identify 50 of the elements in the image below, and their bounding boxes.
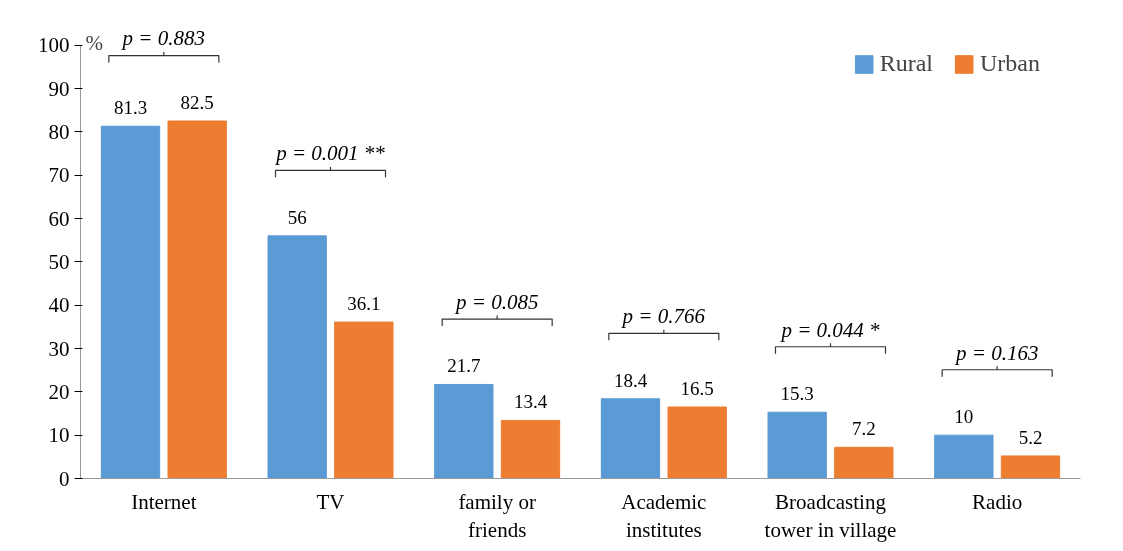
data-label: 82.5 [180, 92, 214, 113]
annotation: p = 0.085 [453, 289, 539, 314]
bar [1000, 455, 1061, 479]
bar [934, 434, 994, 479]
annotation: p = 0.001 ** [274, 141, 386, 166]
y-tick-label: 0 [59, 466, 70, 491]
bar [334, 321, 394, 479]
annotation: p = 0.883 [120, 26, 206, 51]
y-tick-label: 10 [48, 423, 70, 448]
annotation: p = 0.044 * [779, 317, 881, 342]
data-label: 5.2 [1018, 426, 1043, 448]
x-tick-label: Broadcasting tower in village [764, 489, 897, 543]
data-label: 16.5 [680, 378, 714, 399]
y-tick-label: 50 [48, 249, 70, 274]
annotation: p = 0.766 [620, 304, 706, 329]
bar [267, 235, 327, 479]
annotation: p = 0.163 [953, 340, 1039, 365]
y-tick-label: 90 [48, 76, 70, 101]
y-tick-label: 80 [48, 119, 70, 144]
x-tick-label: Academic institutes [621, 489, 707, 543]
data-label: 10 [954, 406, 974, 428]
data-label: 81.3 [113, 97, 148, 119]
data-label: 13.4 [513, 391, 548, 413]
bar [834, 446, 894, 479]
legend-label: Urban [980, 50, 1040, 77]
y-tick-label: 30 [48, 336, 70, 361]
x-tick-label: family or friends [458, 489, 536, 543]
y-tick-label: 100 [38, 33, 70, 58]
legend-label: Rural [879, 50, 934, 77]
bar [434, 383, 494, 479]
bar [167, 120, 227, 479]
bar [500, 419, 561, 479]
data-label: 15.3 [780, 383, 814, 405]
data-label: 18.4 [613, 369, 648, 391]
bar [100, 125, 161, 479]
x-tick-label: Internet [131, 489, 197, 514]
y-tick-label: 20 [48, 379, 70, 404]
data-label: 56 [287, 206, 307, 228]
bar [667, 406, 727, 479]
y-tick-label: 70 [48, 163, 70, 188]
x-tick-label: Radio [972, 489, 1023, 514]
bar [600, 398, 661, 479]
y-axis-title: % [85, 31, 103, 56]
data-label: 7.2 [851, 418, 876, 440]
bar [767, 411, 827, 479]
y-tick-label: 60 [48, 206, 70, 231]
y-tick-label: 40 [48, 293, 70, 318]
data-label: 36.1 [347, 293, 381, 315]
x-tick-label: TV [316, 489, 345, 514]
data-label: 21.7 [447, 355, 481, 377]
